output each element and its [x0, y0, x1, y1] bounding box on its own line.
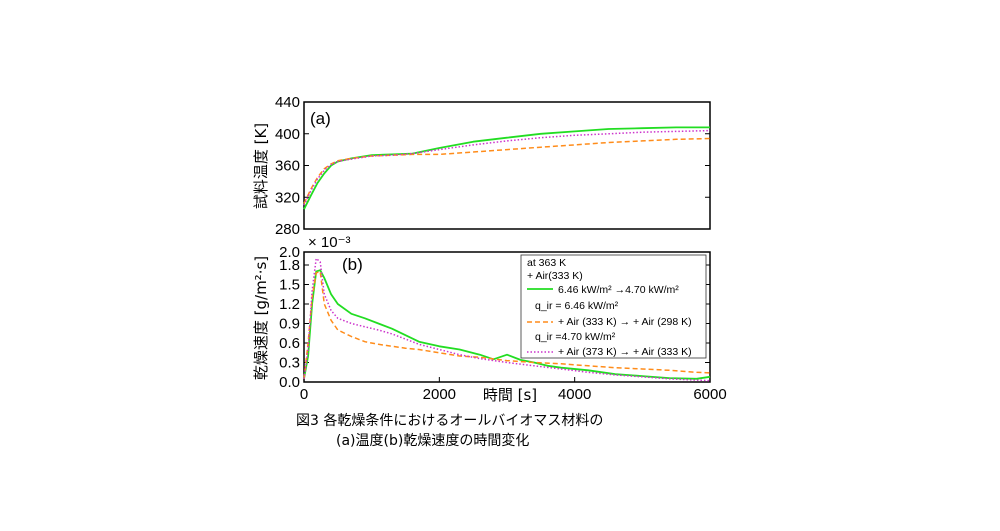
legend-header-4: q_ir =4.70 kW/m²: [535, 331, 616, 343]
legend-box: [520, 254, 707, 359]
x-tick-label: 2000: [423, 386, 456, 403]
series-line-2: [303, 270, 711, 379]
legend-entry-1: 6.46 kW/m² →4.70 kW/m²: [558, 284, 679, 296]
y-tick-label: 440: [275, 94, 300, 111]
panel-a-frame: [303, 101, 711, 230]
series-line-2: [303, 137, 711, 204]
legend-entry-2: + Air (333 K) → + Air (298 K): [558, 316, 692, 328]
y-tick-label: 320: [275, 189, 300, 206]
panel-b-label: (b): [342, 255, 363, 274]
series-line-1: [303, 269, 711, 380]
panel-a: 280 320 360 400 440 (a) 試料温度 [K]: [252, 94, 711, 238]
panel-b-ylabel: 乾燥速度 [g/m²·s]: [252, 256, 270, 380]
y-tick-label: 0.3: [279, 355, 300, 372]
y-tick-label: 400: [275, 126, 300, 143]
y-tick-label: 2.0: [279, 244, 300, 261]
panel-b-frame: [303, 251, 711, 383]
legend-entry-3: + Air (373 K) → + Air (333 K): [558, 346, 692, 358]
panel-a-y-ticks: 280 320 360 400 440: [275, 94, 710, 238]
panel-b: 0.0 0.3 0.6 0.9 1.2 1.5 1.82.0 0 2000 4000 6000 (…: [252, 234, 727, 404]
caption-line-2: (a)温度(b)乾燥速度の時間変化: [336, 433, 530, 449]
panel-b-x-ticks: 0 2000 4000 6000: [300, 377, 727, 403]
y-tick-label: 1.2: [279, 296, 300, 313]
panel-a-ylabel: 試料温度 [K]: [252, 123, 270, 209]
panel-b-y-ticks: 0.0 0.3 0.6 0.9 1.2 1.5 1.82.0: [279, 244, 710, 391]
series-line-3: [303, 257, 711, 382]
series-line-1: [303, 126, 710, 210]
y-tick-label: 0.0: [279, 374, 300, 391]
series-line-3: [303, 129, 711, 206]
panel-b-xlabel: 時間 [s]: [483, 386, 537, 404]
x-tick-label: 4000: [558, 386, 591, 403]
legend-header-2: + Air(333 K): [527, 270, 583, 282]
panel-a-label: (a): [310, 109, 331, 128]
y-tick-label: 360: [275, 158, 300, 175]
x-tick-label: 6000: [693, 386, 726, 403]
panel-a-series: [303, 126, 711, 210]
y-tick-label: 1.8: [279, 257, 300, 274]
caption-line-1: 図3 各乾燥条件におけるオールバイオマス材料の: [296, 413, 604, 429]
legend: at 363 K + Air(333 K) 6.46 kW/m² →4.70 k…: [520, 254, 707, 359]
y-tick-label: 280: [275, 221, 300, 238]
y-tick-label: 0.6: [279, 335, 300, 352]
y-tick-label: 0.9: [279, 316, 300, 333]
x-tick-label: 0: [300, 386, 308, 403]
panel-b-series: [303, 257, 711, 382]
legend-header-3: q_ir = 6.46 kW/m²: [535, 300, 619, 312]
y-tick-label: 1.5: [279, 277, 300, 294]
legend-header-1: at 363 K: [527, 257, 566, 269]
panel-b-scale-note: × 10⁻³: [308, 234, 351, 251]
